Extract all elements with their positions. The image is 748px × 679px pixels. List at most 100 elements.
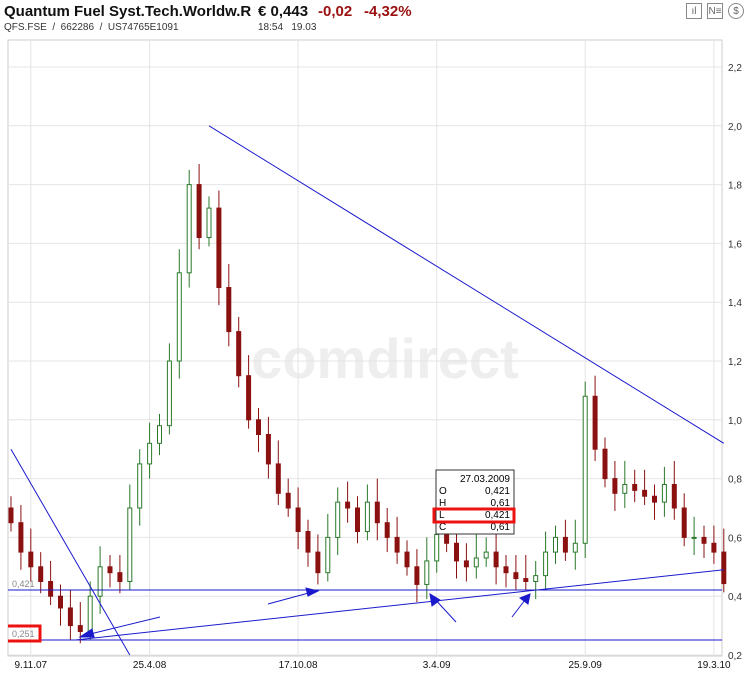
candle-body [186,184,192,274]
candle-body [117,572,123,582]
candle-body [48,581,54,597]
y-tick-label: 2,0 [728,122,742,133]
candle-body [582,395,588,544]
annotation-arrows [78,587,531,638]
tooltip-key: L [439,510,445,521]
candle-body [562,536,568,553]
trend-line [10,448,131,656]
candle-body [711,542,717,553]
candle-body [513,572,519,580]
x-tick-label: 9.11.07 [14,660,47,671]
candle-body [196,184,202,239]
y-tick-label: 2,2 [728,63,742,74]
y-tick-label: 0,2 [728,651,742,662]
candle-body [553,536,558,553]
candle-body [691,536,697,539]
news-icon[interactable]: N≡ [707,3,723,19]
candle-body [404,551,410,568]
candle-body [721,551,727,585]
horizontal-line-label: 0,421 [12,579,35,589]
tooltip-key: C [439,522,446,533]
candle-body [305,531,311,553]
candle-body [622,483,628,494]
candle-body [246,375,252,421]
candle-body [364,501,370,533]
y-tick-label: 0,8 [728,475,742,486]
candle-body [652,495,657,503]
candle-body [18,522,24,553]
candle-body [661,483,667,503]
tooltip-key: H [439,498,446,509]
candle-body [67,607,73,627]
tooltip-highlight [432,507,516,524]
date: 19.03 [291,22,317,33]
candle-body [157,425,162,444]
candle-body [681,507,687,538]
tooltip-value: 0,421 [485,486,510,497]
bar-chart-icon[interactable]: ıl [686,3,702,19]
candle-body [543,551,549,577]
candle-body [77,625,83,632]
candle-body [424,560,430,585]
last-price: € 0,443 [258,3,309,20]
instrument-title: Quantum Fuel Syst.Tech.Worldw.R [4,3,252,20]
value-highlight [8,624,42,643]
candle-body [463,560,469,568]
candle-body [503,566,509,574]
y-tick-label: 0,6 [728,533,742,544]
candle-body [701,536,707,544]
candle-body [345,501,351,509]
candle-body [434,533,440,562]
candle-body [8,507,14,524]
y-tick-label: 1,0 [728,416,742,427]
candle-body [493,551,499,568]
candle-body [216,207,222,288]
tooltip-key: O [439,486,447,497]
candle-body [355,507,360,533]
candle-body [414,566,420,585]
candle-body [533,575,539,582]
instrument-ids: QFS.FSE / 662286 / US74765E1091 [4,22,179,33]
currency-icon[interactable]: $ [728,3,744,19]
candle-body [285,492,291,509]
candle-body [374,501,380,524]
candle-body [632,483,638,491]
candle-body [28,551,34,568]
x-tick-label: 25.9.09 [569,660,603,671]
candle-body [523,578,529,582]
candle-body [206,207,212,239]
candle-body [325,536,331,574]
candle-body [147,442,153,465]
candle-body [592,395,598,450]
candle-body [572,542,578,553]
price-change: -0,02 [318,3,353,20]
price-change-pct: -4,32% [364,3,412,20]
y-tick-label: 1,2 [728,357,742,368]
candle-body [602,448,608,480]
candle-body [394,536,400,553]
x-tick-label: 17.10.08 [279,660,318,671]
candle-body [315,551,321,574]
candle-body [38,566,44,582]
candle-body [226,287,232,333]
trend-line [75,569,724,641]
y-tick-label: 0,4 [728,592,742,603]
candle-body [612,478,618,494]
x-tick-label: 19.3.10 [697,660,731,671]
x-tick-label: 3.4.09 [423,660,451,671]
y-tick-label: 1,6 [728,239,742,250]
candle-body [58,595,63,609]
tooltip-value: 0,421 [485,510,510,521]
candle-body [176,272,182,362]
candle-body [127,507,133,582]
candle-body [256,419,261,435]
candle-body [236,331,242,377]
candle-body [335,501,341,538]
tooltip-value: 0,61 [491,522,511,533]
candle-body [166,360,172,427]
candle-body [454,542,459,562]
tooltip-value: 0,61 [491,498,511,509]
horizontal-line-label: 0,251 [12,629,35,639]
candle-body [483,551,489,559]
